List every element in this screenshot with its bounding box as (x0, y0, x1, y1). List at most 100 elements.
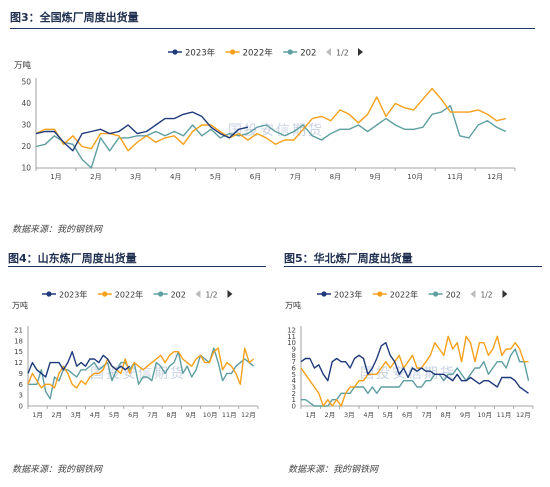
x-tick-label: 1月 (50, 173, 61, 181)
y-tick-label: 1 (292, 396, 296, 404)
legend-marker (287, 49, 293, 55)
x-tick-label: 9月 (370, 173, 381, 181)
legend-prev-arrow-icon[interactable] (326, 48, 332, 56)
source-note: 数据来源：我的钢铁网 (288, 465, 379, 475)
chart-title: 图5：华北炼厂周度出货量 (284, 252, 413, 265)
y-tick-label: 2 (292, 390, 296, 398)
x-tick-label: 9月 (460, 411, 471, 419)
series-line-s2023 (300, 342, 529, 394)
legend-label: 2023年 (59, 290, 87, 300)
legend-next-arrow-icon[interactable] (502, 290, 508, 298)
source-note: 数据来源：我的钢铁网 (12, 465, 103, 475)
y-tick-label: 40 (21, 99, 31, 108)
x-tick-label: 12月 (241, 411, 256, 419)
y-tick-label: 3 (292, 384, 296, 392)
series-line-s202 (301, 348, 530, 407)
y-tick-label: 0 (19, 403, 23, 411)
legend-label: 2022年 (243, 48, 274, 59)
x-tick-label: 12月 (487, 173, 503, 181)
y-tick-label: 11 (287, 333, 296, 341)
x-tick-label: 2月 (325, 411, 336, 419)
series-line-s2023 (27, 350, 131, 378)
legend-label: 2023年 (334, 290, 362, 300)
y-tick-label: 0 (292, 403, 296, 411)
legend-label: 202 (446, 291, 461, 300)
x-tick-label: 4月 (363, 411, 374, 419)
y-tick-label: 9 (292, 346, 296, 354)
y-tick-label: 3 (19, 392, 23, 400)
x-tick-label: 8月 (166, 411, 177, 419)
legend-label: 2022年 (115, 290, 143, 300)
x-tick-label: 8月 (330, 173, 341, 181)
x-tick-label: 5月 (383, 411, 394, 419)
legend-marker (102, 291, 108, 297)
legend-next-arrow-icon[interactable] (358, 48, 364, 56)
y-tick-label: 6 (19, 381, 24, 389)
x-tick-label: 2月 (51, 411, 62, 419)
legend-marker (230, 49, 236, 55)
y-unit-label: 万吨 (14, 60, 32, 71)
legend-page-indicator: 1/2 (205, 291, 217, 300)
y-tick-label: 12 (14, 359, 23, 367)
y-tick-label: 18 (14, 337, 23, 345)
x-tick-label: 10月 (477, 411, 492, 419)
title-rule (284, 266, 542, 267)
series-line-s2022 (300, 335, 529, 407)
series-line-s202 (35, 104, 507, 169)
y-unit-label: 万吨 (285, 300, 301, 310)
legend-next-arrow-icon[interactable] (227, 290, 233, 298)
x-tick-label: 3月 (130, 173, 141, 181)
x-tick-label: 10月 (407, 173, 423, 181)
x-tick-label: 5月 (210, 173, 221, 181)
x-tick-label: 11月 (497, 411, 512, 419)
x-tick-label: 11月 (447, 173, 463, 181)
legend-marker (158, 291, 164, 297)
x-tick-label: 3月 (344, 411, 355, 419)
y-tick-label: 8 (292, 352, 296, 360)
series-line-s2022 (27, 347, 255, 389)
y-tick-label: 10 (287, 339, 296, 347)
x-tick-label: 4月 (170, 173, 181, 181)
series-line-s2022 (35, 87, 506, 152)
y-tick-label: 9 (19, 370, 23, 378)
legend-label: 202 (300, 49, 316, 59)
x-tick-label: 8月 (441, 411, 452, 419)
y-tick-label: 10 (21, 164, 31, 173)
y-tick-label: 50 (21, 78, 31, 87)
y-tick-label: 30 (21, 121, 31, 130)
y-tick-label: 6 (292, 365, 297, 373)
x-tick-label: 2月 (90, 173, 101, 181)
series-line-s2023 (35, 111, 249, 152)
x-tick-label: 9月 (186, 411, 197, 419)
x-tick-label: 7月 (147, 411, 158, 419)
x-tick-label: 1月 (305, 411, 316, 419)
x-tick-label: 6月 (250, 173, 261, 181)
chart-title: 图4：山东炼厂周度出货量 (8, 252, 137, 265)
legend-label: 2023年 (185, 48, 216, 59)
chart-national-shipments: 万吨 10 20 30 40 50 1月 2月 3月 4月 5月 6月 7月 8月 9月 10月 11月 12月 2… (14, 48, 516, 181)
chart-title: 图3：全国炼厂周度出货量 (10, 11, 139, 24)
x-tick-label: 4月 (90, 411, 101, 419)
source-note: 数据来源：我的钢铁网 (12, 225, 103, 235)
legend-page-indicator: 1/2 (336, 49, 349, 58)
x-tick-label: 6月 (128, 411, 139, 419)
y-unit-label: 万吨 (12, 300, 28, 310)
legend-marker (433, 291, 439, 297)
legend-label: 202 (171, 291, 186, 300)
legend-marker (377, 291, 383, 297)
legend-prev-arrow-icon[interactable] (470, 290, 476, 298)
legend-label: 2022年 (390, 290, 418, 300)
legend-prev-arrow-icon[interactable] (195, 290, 201, 298)
x-tick-label: 11月 (222, 411, 237, 419)
title-rule (10, 28, 535, 29)
x-tick-label: 6月 (402, 411, 413, 419)
y-tick-label: 4 (292, 377, 297, 385)
legend-page-indicator: 1/2 (480, 291, 492, 300)
y-tick-label: 12 (287, 327, 296, 335)
title-rule (8, 266, 266, 267)
y-tick-label: 20 (21, 142, 31, 151)
legend-marker (46, 291, 52, 297)
x-tick-label: 5月 (109, 411, 120, 419)
x-tick-label: 10月 (203, 411, 218, 419)
